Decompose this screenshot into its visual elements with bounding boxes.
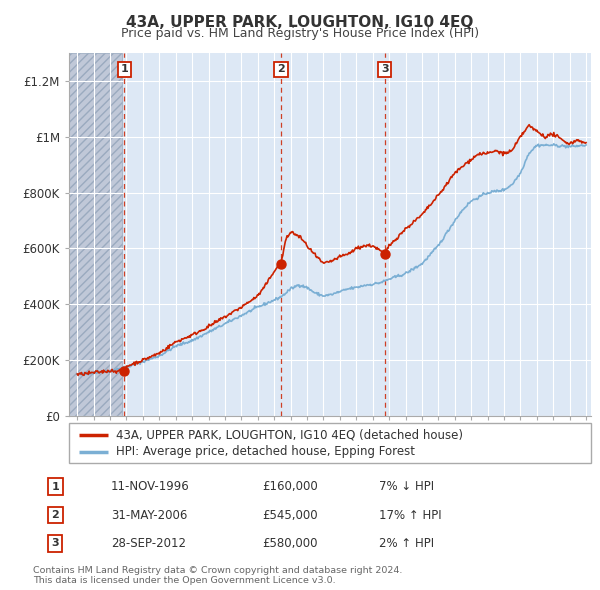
Text: 1: 1	[121, 64, 128, 74]
Text: £545,000: £545,000	[262, 509, 317, 522]
Text: 11-NOV-1996: 11-NOV-1996	[111, 480, 190, 493]
Text: 31-MAY-2006: 31-MAY-2006	[111, 509, 187, 522]
Text: HPI: Average price, detached house, Epping Forest: HPI: Average price, detached house, Eppi…	[116, 445, 415, 458]
Text: 43A, UPPER PARK, LOUGHTON, IG10 4EQ (detached house): 43A, UPPER PARK, LOUGHTON, IG10 4EQ (det…	[116, 428, 463, 441]
Text: £580,000: £580,000	[262, 537, 317, 550]
Text: 3: 3	[52, 539, 59, 548]
Text: 7% ↓ HPI: 7% ↓ HPI	[379, 480, 434, 493]
Text: 28-SEP-2012: 28-SEP-2012	[111, 537, 186, 550]
Text: 17% ↑ HPI: 17% ↑ HPI	[379, 509, 442, 522]
FancyBboxPatch shape	[69, 423, 591, 463]
Text: 43A, UPPER PARK, LOUGHTON, IG10 4EQ: 43A, UPPER PARK, LOUGHTON, IG10 4EQ	[127, 15, 473, 30]
Text: 2: 2	[277, 64, 285, 74]
Text: 1: 1	[52, 482, 59, 491]
Text: Contains HM Land Registry data © Crown copyright and database right 2024.
This d: Contains HM Land Registry data © Crown c…	[33, 566, 403, 585]
Text: 2% ↑ HPI: 2% ↑ HPI	[379, 537, 434, 550]
Text: Price paid vs. HM Land Registry's House Price Index (HPI): Price paid vs. HM Land Registry's House …	[121, 27, 479, 40]
Bar	[69, 53, 122, 416]
Text: 3: 3	[381, 64, 389, 74]
Text: £160,000: £160,000	[262, 480, 317, 493]
Text: 2: 2	[52, 510, 59, 520]
